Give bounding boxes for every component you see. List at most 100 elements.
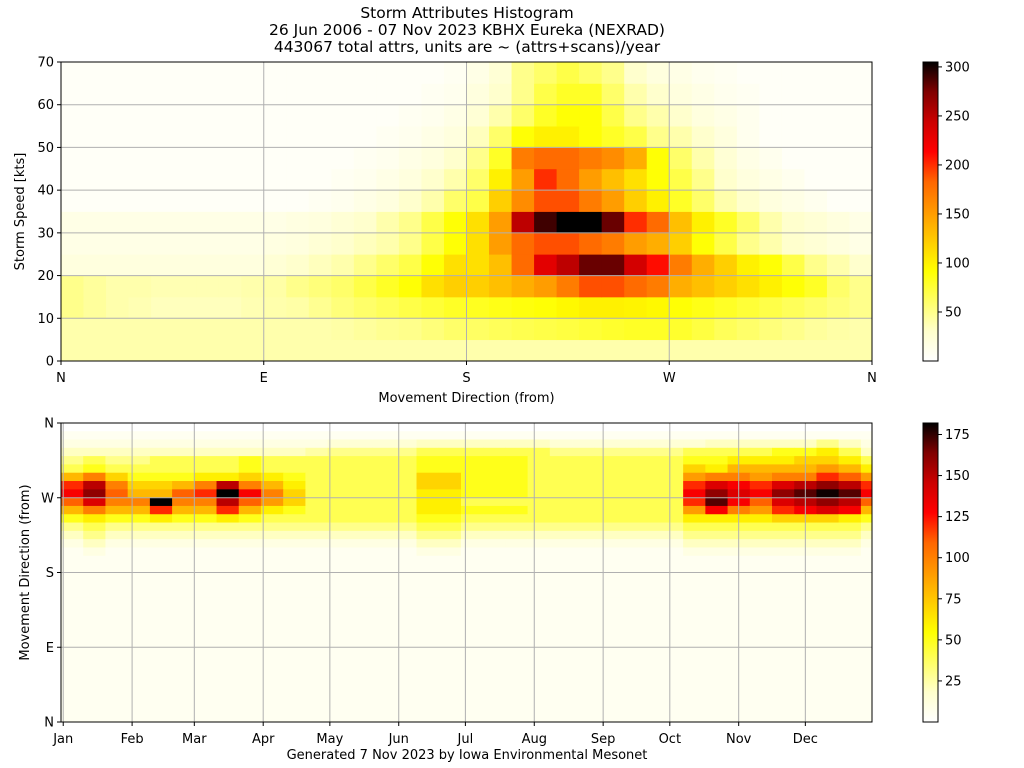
heatmap-cell bbox=[83, 464, 106, 474]
heatmap-cell bbox=[61, 147, 84, 170]
heatmap-cell bbox=[838, 680, 862, 690]
heatmap-cell bbox=[714, 232, 738, 255]
heatmap-cell bbox=[105, 456, 129, 466]
heatmap-cell bbox=[646, 296, 670, 319]
heatmap-cell bbox=[61, 522, 84, 532]
heatmap-cell bbox=[61, 555, 84, 565]
heatmap-cell bbox=[105, 588, 129, 598]
heatmap-cell bbox=[527, 439, 551, 449]
heatmap-cell bbox=[216, 481, 240, 490]
heatmap-cell bbox=[83, 663, 106, 673]
heatmap-cell bbox=[549, 447, 573, 457]
heatmap-cell bbox=[572, 522, 595, 532]
heatmap-cell bbox=[128, 211, 152, 234]
heatmap-cell bbox=[394, 613, 417, 623]
heatmap-cell bbox=[376, 296, 400, 319]
heatmap-cell bbox=[572, 613, 595, 623]
heatmap-cell bbox=[616, 580, 640, 590]
heatmap-cell bbox=[283, 713, 306, 723]
heatmap-cell bbox=[683, 530, 706, 540]
heatmap-cell bbox=[683, 564, 706, 574]
heatmap-cell bbox=[638, 505, 662, 515]
heatmap-cell bbox=[816, 522, 840, 532]
heatmap-cell bbox=[816, 696, 840, 706]
heatmap-cell bbox=[660, 588, 684, 598]
heatmap-cell bbox=[466, 83, 490, 106]
heatmap-cell bbox=[860, 672, 873, 681]
heatmap-cell bbox=[601, 190, 625, 212]
heatmap-cell bbox=[61, 318, 84, 341]
heatmap-cell bbox=[421, 211, 445, 234]
heatmap-cell bbox=[527, 705, 551, 715]
heatmap-cell bbox=[705, 680, 728, 690]
heatmap-cell bbox=[127, 580, 151, 590]
heatmap-cell bbox=[466, 190, 490, 212]
heatmap-cell bbox=[105, 489, 129, 499]
heatmap-cell bbox=[683, 605, 706, 615]
heatmap-cell bbox=[305, 514, 329, 524]
heatmap-cell bbox=[534, 254, 558, 276]
heatmap-cell bbox=[353, 147, 377, 170]
heatmap-cell bbox=[216, 564, 240, 574]
heatmap-cell bbox=[460, 505, 484, 515]
heatmap-cell bbox=[646, 211, 670, 234]
heatmap-cell bbox=[483, 647, 506, 657]
heatmap-cell bbox=[83, 456, 106, 466]
heatmap-cell bbox=[61, 232, 84, 255]
heatmap-cell bbox=[781, 190, 805, 212]
heatmap-cell bbox=[534, 275, 558, 298]
x-tick-label: N bbox=[56, 371, 66, 386]
heatmap-cell bbox=[216, 688, 240, 698]
heatmap-cell bbox=[483, 489, 506, 499]
heatmap-cell bbox=[527, 522, 551, 532]
heatmap-cell bbox=[705, 431, 728, 441]
heatmap-cell bbox=[172, 655, 195, 665]
heatmap-cell bbox=[616, 447, 640, 457]
heatmap-cell bbox=[556, 62, 580, 84]
heatmap-cell bbox=[816, 672, 840, 681]
heatmap-cell bbox=[372, 655, 395, 665]
heatmap-cell bbox=[505, 655, 528, 665]
heatmap-cell bbox=[594, 514, 617, 524]
heatmap-cell bbox=[372, 439, 395, 449]
heatmap-cell bbox=[438, 472, 462, 482]
heatmap-cell bbox=[624, 232, 648, 255]
heatmap-cell bbox=[83, 211, 107, 234]
heatmap-cell bbox=[838, 472, 862, 482]
heatmap-cell bbox=[83, 126, 107, 148]
x-tick-label: Jan bbox=[52, 732, 73, 747]
heatmap-cell bbox=[691, 126, 715, 148]
heatmap-cell bbox=[194, 555, 217, 565]
heatmap-cell bbox=[105, 522, 129, 532]
heatmap-cell bbox=[305, 663, 329, 673]
heatmap-cell bbox=[283, 564, 306, 574]
heatmap-cell bbox=[527, 489, 551, 499]
heatmap-cell bbox=[683, 481, 706, 490]
heatmap-cell bbox=[460, 638, 484, 648]
heatmap-cell bbox=[105, 514, 129, 524]
heatmap-cell bbox=[556, 83, 580, 106]
heatmap-cell bbox=[196, 254, 220, 276]
heatmap-cell bbox=[638, 555, 662, 565]
heatmap-cell bbox=[438, 514, 462, 524]
heatmap-cell bbox=[61, 647, 84, 657]
heatmap-cell bbox=[705, 456, 728, 466]
heatmap-cell bbox=[416, 489, 440, 499]
heatmap-cell bbox=[489, 126, 512, 148]
heatmap-cell bbox=[669, 190, 693, 212]
heatmap-cell bbox=[172, 522, 195, 532]
heatmap-cell bbox=[260, 530, 284, 540]
heatmap-cell bbox=[196, 296, 220, 319]
heatmap-cell bbox=[416, 663, 440, 673]
heatmap-cell bbox=[616, 613, 640, 623]
heatmap-cell bbox=[241, 104, 265, 127]
heatmap-cell bbox=[594, 622, 617, 632]
heatmap-cell bbox=[714, 296, 738, 319]
heatmap-cell bbox=[149, 622, 173, 632]
heatmap-cell bbox=[327, 539, 351, 549]
heatmap-cell bbox=[594, 713, 617, 723]
heatmap-cell bbox=[305, 597, 329, 607]
heatmap-cell bbox=[416, 630, 440, 640]
heatmap-cell bbox=[438, 613, 462, 623]
heatmap-cell bbox=[549, 655, 573, 665]
